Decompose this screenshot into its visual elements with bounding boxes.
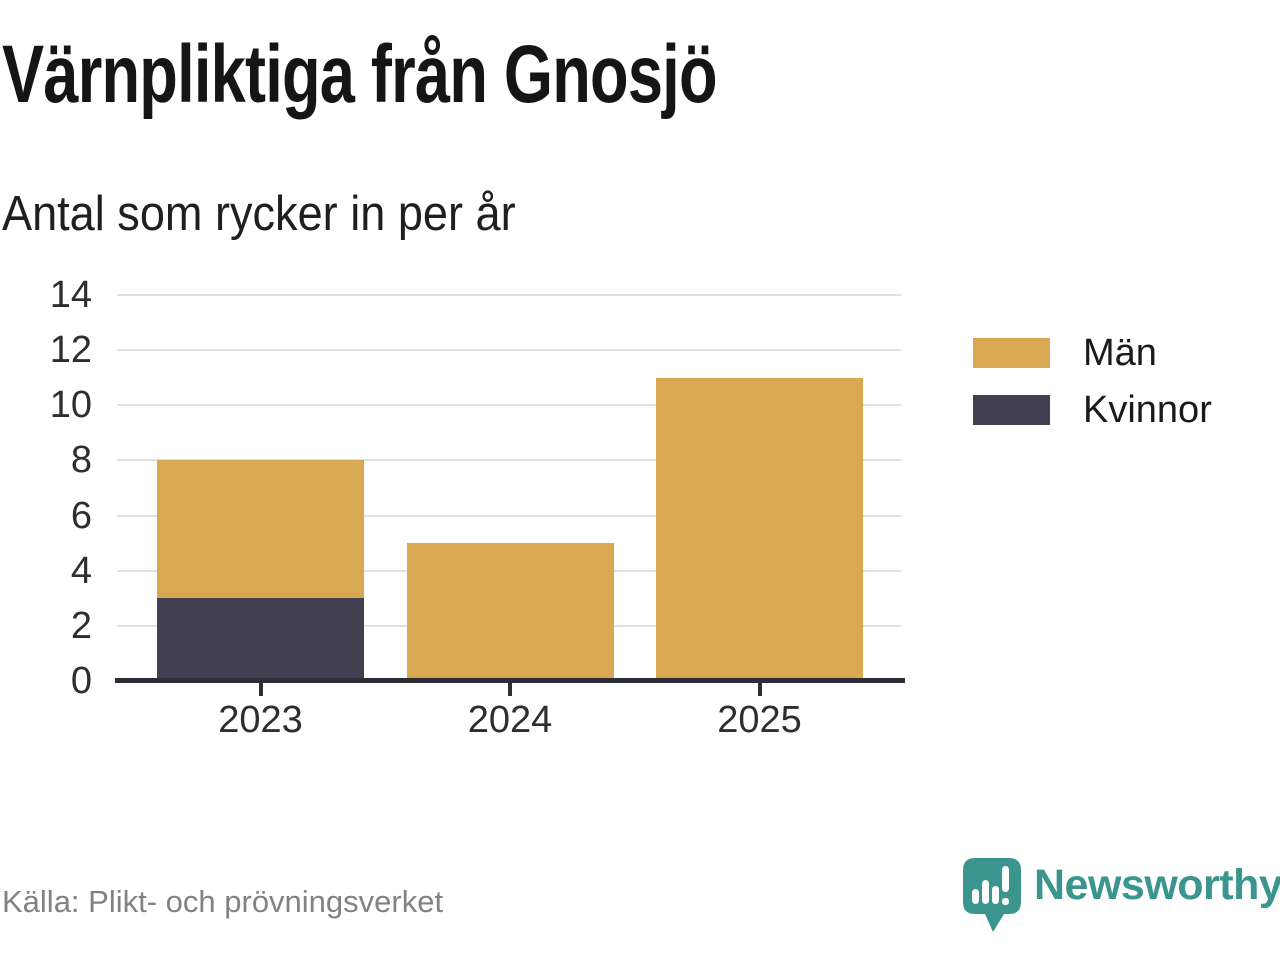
gridline-14 <box>117 294 901 296</box>
x-tick-2023 <box>258 683 263 696</box>
gridline-8 <box>117 459 901 462</box>
y-axis-label-8: 8 <box>70 439 92 482</box>
y-axis-label-6: 6 <box>70 494 92 537</box>
x-axis-line <box>115 678 905 683</box>
y-axis-label-0: 0 <box>70 660 92 702</box>
newsworthy-logo-icon <box>963 858 1021 932</box>
bar-2023-män <box>157 460 364 599</box>
gridline-6 <box>117 514 901 517</box>
chart-subtitle: Antal som rycker in per år <box>2 187 516 241</box>
x-tick-2024 <box>508 683 512 696</box>
x-tick-2025 <box>757 683 762 696</box>
y-axis-label-2: 2 <box>70 604 92 647</box>
x-axis-label-2025: 2025 <box>717 699 802 741</box>
legend-label-män: Män <box>1083 332 1157 374</box>
y-axis-label-4: 4 <box>70 549 92 592</box>
gridline-12 <box>117 349 901 352</box>
y-axis-label-12: 12 <box>49 329 92 372</box>
brand-wordmark: Newsworthy <box>1034 861 1280 909</box>
bar-2023-kvinnor <box>157 598 364 681</box>
source-caption: Källa: Plikt- och prövningsverket <box>2 884 444 919</box>
brand-footer: Newsworthy <box>960 856 1280 938</box>
gridline-10 <box>117 404 901 407</box>
legend-swatch-kvinnor <box>973 395 1050 425</box>
chart-title: Värnpliktiga från Gnosjö <box>2 29 718 120</box>
x-axis-label-2024: 2024 <box>467 699 553 741</box>
x-axis-label-2023: 2023 <box>218 699 303 741</box>
legend-item-kvinnor: Kvinnor <box>973 389 1212 431</box>
legend-item-män: Män <box>973 332 1212 374</box>
bar-2024-män <box>406 543 614 681</box>
legend: Män Kvinnor <box>973 332 1212 431</box>
y-axis-label-14: 14 <box>49 274 92 316</box>
legend-swatch-män <box>973 338 1050 368</box>
legend-label-kvinnor: Kvinnor <box>1083 389 1212 431</box>
y-axis-label-10: 10 <box>49 384 92 427</box>
bar-2025-män <box>656 377 863 681</box>
